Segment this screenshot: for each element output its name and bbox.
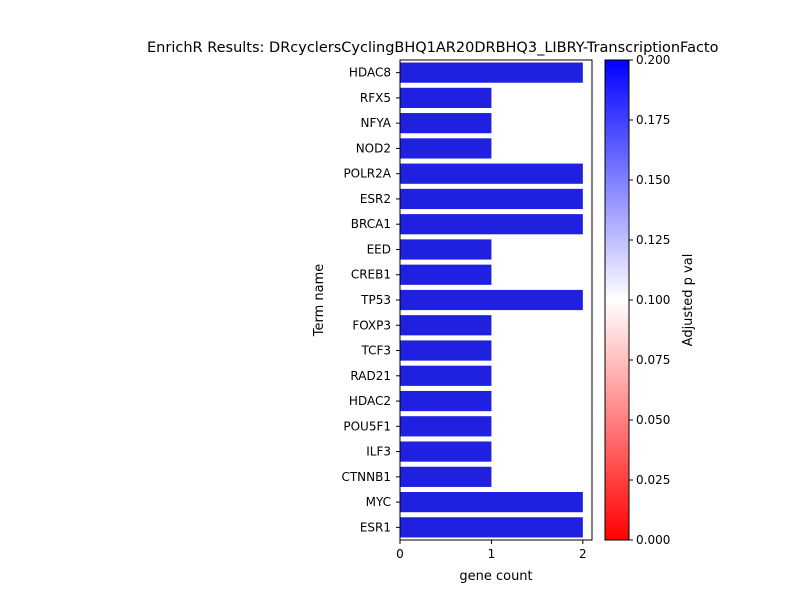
y-axis-label: Term name xyxy=(312,264,327,338)
y-tick-label: BRCA1 xyxy=(351,217,391,231)
colorbar-tick-label: 0.200 xyxy=(636,53,670,67)
x-tick-label: 0 xyxy=(396,547,404,561)
bar-hdac8 xyxy=(400,62,583,83)
y-tick-label: HDAC2 xyxy=(349,394,391,408)
colorbar-tick-label: 0.075 xyxy=(636,353,670,367)
y-tick-label: FOXP3 xyxy=(352,318,391,332)
bar-rad21 xyxy=(400,365,492,386)
colorbar xyxy=(604,59,630,541)
colorbar-tick-label: 0.125 xyxy=(636,233,670,247)
x-tick-label: 2 xyxy=(579,547,587,561)
bar-ilf3 xyxy=(400,441,492,462)
colorbar-label: Adjusted p val xyxy=(681,254,696,347)
y-tick-label: POLR2A xyxy=(343,167,391,181)
bar-rfx5 xyxy=(400,87,492,108)
y-tick-label: NFYA xyxy=(361,116,392,130)
bar-ctnnb1 xyxy=(400,466,492,487)
bar-hdac2 xyxy=(400,390,492,412)
y-tick-label: RAD21 xyxy=(350,369,391,383)
bar-eed xyxy=(400,239,492,260)
y-tick-label: TCF3 xyxy=(360,344,391,358)
x-tick-label: 1 xyxy=(488,547,496,561)
bar-polr2a xyxy=(400,163,583,184)
bar-tcf3 xyxy=(400,340,492,361)
colorbar-tick-label: 0.175 xyxy=(636,113,670,127)
y-tick-label: CREB1 xyxy=(351,268,391,282)
y-tick-label: HDAC8 xyxy=(349,66,391,80)
y-tick-label: POU5F1 xyxy=(343,419,391,433)
bar-esr1 xyxy=(400,517,583,538)
y-tick-label: RFX5 xyxy=(360,91,391,105)
colorbar-tick-label: 0.050 xyxy=(636,413,670,427)
colorbar-tick-labels: 0.000 0.025 0.050 0.075 0.100 0.125 0.150 0.175… xyxy=(629,53,670,547)
chart-title: EnrichR Results: DRcyclersCyclingBHQ1AR2… xyxy=(147,40,719,56)
bars-layer xyxy=(400,62,583,538)
bar-foxp3 xyxy=(400,315,492,336)
bar-nod2 xyxy=(400,138,492,159)
colorbar-tick-label: 0.000 xyxy=(636,533,670,547)
y-tick-label: ESR2 xyxy=(360,192,391,206)
bar-nfya xyxy=(400,113,492,134)
y-tick-labels: HDAC8 RFX5 NFYA NOD2 POLR2A ESR2 BRCA1 EED CREB1… xyxy=(341,66,400,534)
y-tick-label: EED xyxy=(367,242,391,256)
colorbar-tick-label: 0.025 xyxy=(636,473,670,487)
y-tick-label: ESR1 xyxy=(360,520,391,534)
bar-tp53 xyxy=(400,289,583,311)
bar-pou5f1 xyxy=(400,416,492,437)
colorbar-tick-label: 0.150 xyxy=(636,173,670,187)
bar-brca1 xyxy=(400,214,583,235)
y-tick-label: MYC xyxy=(366,495,391,509)
y-tick-label: ILF3 xyxy=(366,445,391,459)
bar-creb1 xyxy=(400,264,492,285)
bar-myc xyxy=(400,492,583,513)
y-tick-label: TP53 xyxy=(360,293,391,307)
x-tick-labels: 0 1 2 xyxy=(396,540,587,561)
y-tick-label: NOD2 xyxy=(356,141,391,155)
bar-esr2 xyxy=(400,188,583,210)
colorbar-tick-label: 0.100 xyxy=(636,293,670,307)
plot-frame xyxy=(399,59,593,541)
x-axis-label: gene count xyxy=(459,569,532,584)
y-tick-label: CTNNB1 xyxy=(341,470,391,484)
